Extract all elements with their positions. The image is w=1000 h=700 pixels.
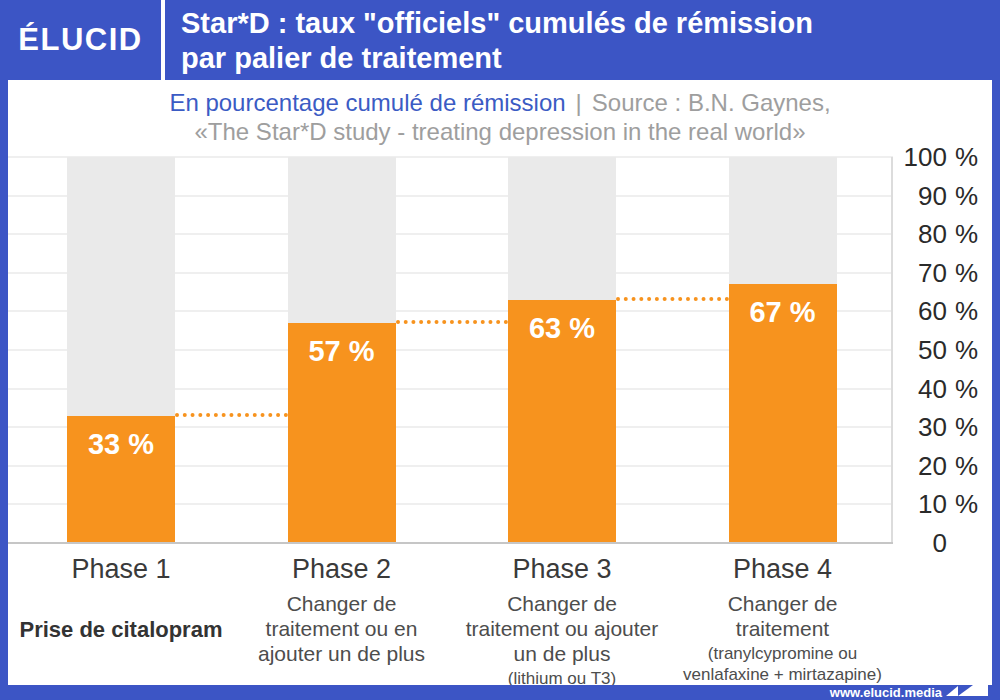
flag-arrow-icon — [946, 673, 988, 699]
bar-value-label: 57 % — [288, 335, 396, 368]
footer-url: www.elucid.media — [830, 685, 942, 700]
y-tick-label-60: 60% — [901, 296, 978, 326]
phase-label-3: Phase 3 Changer detraitement ou ajouterun… — [450, 553, 674, 689]
y-tick-label-90: 90% — [901, 181, 978, 211]
title-line-1: Star*D : taux "officiels" cumulés de rém… — [181, 6, 1000, 41]
title-line-2: par palier de traitement — [181, 41, 1000, 76]
phase-description: Changer detraitement ou enajouter un de … — [230, 591, 454, 666]
phase-label-2: Phase 2 Changer detraitement ou enajouter… — [230, 553, 454, 666]
phase-title: Phase 2 — [230, 553, 454, 585]
source-title: «The Star*D study - treating depression … — [8, 117, 992, 146]
phase-note: (tranylcypromine ou venlafaxine + mirtaz… — [671, 643, 895, 685]
y-tick-label-100: 100% — [901, 142, 978, 172]
phase-description: Changer detraitement ou ajouterun de plu… — [450, 591, 674, 666]
subtitle-separator: | — [566, 89, 592, 116]
y-tick-label-20: 20% — [901, 451, 978, 481]
y-tick-label-10: 10% — [901, 489, 978, 519]
infographic-canvas: ÉLUCID Star*D : taux "officiels" cumulés… — [0, 0, 1000, 700]
logo-box: ÉLUCID — [0, 0, 161, 80]
subtitle-line-1: En pourcentage cumulé de rémission|Sourc… — [8, 88, 992, 117]
y-tick-label-50: 50% — [901, 335, 978, 365]
bar-value-label: 63 % — [508, 312, 616, 345]
bar-value-label: 67 % — [729, 296, 837, 329]
plot-area: 33 % 57 % 63 % 67 % — [8, 157, 893, 543]
phase-title: Phase 4 — [671, 553, 895, 585]
metric-label: En pourcentage cumulé de rémission — [169, 89, 565, 116]
connector-1 — [175, 413, 288, 417]
bar-value-label: 33 % — [67, 428, 175, 461]
connector-3 — [616, 297, 729, 301]
phase-label-4: Phase 4 Changer detraitement(tranylcyprom… — [671, 553, 895, 685]
elucid-logo: ÉLUCID — [18, 22, 142, 58]
phase-label-1: Phase 1 Prise de citalopram — [9, 553, 233, 642]
y-tick-label-40: 40% — [901, 374, 978, 404]
y-axis-labels: 010%20%30%40%50%60%70%80%90%100% — [901, 157, 996, 543]
phase-description: Prise de citalopram — [9, 617, 233, 642]
y-axis-line — [891, 157, 893, 543]
phase-title: Phase 3 — [450, 553, 674, 585]
x-axis-baseline — [8, 542, 893, 544]
source-prefix: Source : B.N. Gaynes, — [592, 89, 831, 116]
connector-2 — [396, 320, 509, 324]
y-tick-label-80: 80% — [901, 219, 978, 249]
page-title: Star*D : taux "officiels" cumulés de rém… — [165, 0, 1000, 80]
phase-description: Changer detraitement — [671, 591, 895, 641]
x-axis-labels: Phase 1 Prise de citalopram Phase 2 Changer… — [0, 553, 1000, 683]
y-tick-label-30: 30% — [901, 412, 978, 442]
phase-title: Phase 1 — [9, 553, 233, 585]
chart-subtitle: En pourcentage cumulé de rémission|Sourc… — [8, 88, 992, 146]
footer-bar: www.elucid.media — [0, 685, 1000, 700]
header: ÉLUCID Star*D : taux "officiels" cumulés… — [0, 0, 1000, 80]
y-tick-label-70: 70% — [901, 258, 978, 288]
